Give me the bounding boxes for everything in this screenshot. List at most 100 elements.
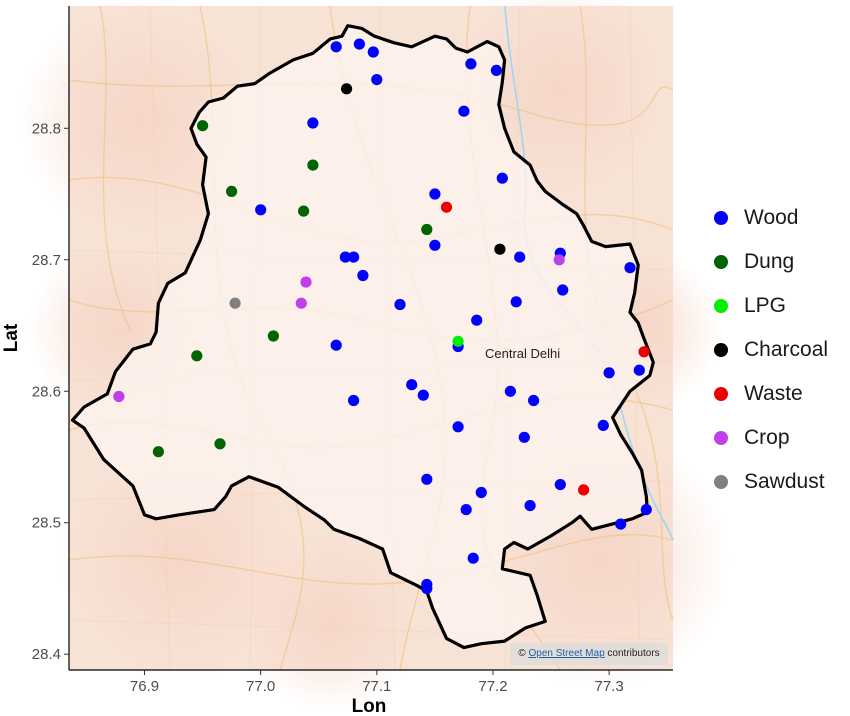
point-wood-15	[514, 251, 526, 263]
basemap-road-8	[99, 5, 131, 331]
point-wood-33	[518, 431, 530, 443]
point-wood-29	[504, 385, 516, 397]
point-wood-25	[603, 367, 615, 379]
point-wood-32	[452, 421, 464, 433]
legend-item-waste: Waste	[706, 372, 846, 416]
point-crop-0	[113, 390, 125, 403]
legend-swatch-sawdust	[714, 475, 728, 489]
legend-item-lpg: LPG	[706, 284, 846, 328]
basemap-label-central-delhi: Central Delhi	[485, 346, 560, 361]
point-wood-26	[406, 379, 418, 391]
point-dung-1	[307, 159, 319, 171]
openstreetmap-link[interactable]: Open Street Map	[528, 648, 605, 659]
delhi-boundary-layer	[70, 24, 655, 650]
point-wood-37	[524, 500, 536, 512]
delhi-boundary	[70, 24, 655, 650]
y-tick-label-2: 28.6	[32, 383, 61, 400]
x-tick-label-0: 76.9	[130, 678, 159, 695]
point-dung-7	[214, 438, 226, 450]
x-tick-label-4: 77.3	[595, 678, 624, 695]
y-tick-label-3: 28.7	[32, 252, 61, 269]
copyright-symbol: ©	[518, 648, 526, 659]
point-wood-21	[471, 314, 483, 326]
y-axis-title: Lat	[1, 323, 22, 352]
point-wood-27	[417, 389, 429, 401]
basemap-tint-4	[240, 530, 420, 710]
map-attribution: © Open Street Map contributors	[510, 643, 668, 665]
legend-swatch-dung	[714, 255, 728, 269]
point-dung-5	[267, 330, 279, 342]
legend-label-dung: Dung	[744, 250, 795, 273]
point-wood-12	[339, 251, 351, 263]
point-wood-20	[394, 298, 406, 311]
point-dung-6	[191, 350, 203, 362]
y-tick-label-0: 28.4	[32, 646, 61, 663]
x-axis-title: Lon	[352, 696, 387, 716]
y-tick-label-1: 28.5	[32, 515, 61, 532]
point-wood-2	[367, 46, 379, 58]
point-wood-3	[371, 74, 383, 86]
legend-swatch-wood	[714, 211, 728, 225]
point-wood-43	[421, 582, 433, 595]
point-wood-24	[633, 364, 645, 376]
axes-layer: 76.9 77.0 77.1 77.2 77.3 28.4 28.5 28.6 28.7 28.8	[32, 6, 673, 695]
basemap-tint-0	[20, 0, 260, 240]
attribution-suffix: contributors	[607, 648, 660, 659]
legend-swatch-waste	[714, 387, 728, 401]
x-tick-label-3: 77.2	[478, 678, 507, 695]
basemap-minor-road-3	[68, 619, 674, 641]
point-wood-8	[496, 172, 508, 184]
legend-label-wood: Wood	[744, 206, 799, 229]
legend-swatch-lpg	[714, 299, 728, 313]
point-waste-1	[638, 346, 650, 358]
point-wood-38	[460, 504, 472, 516]
point-wood-40	[615, 518, 627, 530]
point-wood-22	[330, 339, 342, 351]
legend-item-crop: Crop	[706, 416, 846, 460]
point-waste-2	[578, 484, 590, 496]
point-lpg-0	[452, 335, 464, 347]
point-wood-1	[353, 38, 365, 50]
point-dung-8	[152, 446, 164, 458]
point-crop-1	[295, 297, 307, 309]
point-wood-19	[510, 296, 522, 308]
point-wood-18	[557, 284, 569, 296]
point-wood-36	[475, 486, 487, 499]
legend-item-charcoal: Charcoal	[706, 328, 846, 372]
point-dung-4	[421, 223, 433, 236]
legend-item-wood: Wood	[706, 196, 846, 240]
point-wood-0	[330, 41, 342, 53]
point-dung-3	[298, 205, 310, 217]
point-wood-30	[528, 394, 540, 407]
point-wood-7	[307, 117, 319, 129]
point-wood-9	[429, 188, 441, 200]
x-tick-label-2: 77.1	[362, 678, 391, 695]
point-wood-11	[429, 239, 441, 251]
points-layer	[113, 38, 652, 595]
point-wood-35	[554, 479, 566, 491]
legend-swatch-charcoal	[714, 343, 728, 357]
x-tick-label-1: 77.0	[246, 678, 275, 695]
point-wood-6	[458, 105, 470, 117]
legend-label-lpg: LPG	[744, 294, 787, 317]
point-wood-5	[490, 64, 502, 76]
legend-swatch-crop	[714, 431, 728, 445]
point-dung-2	[226, 185, 238, 197]
point-charcoal-1	[494, 243, 506, 255]
legend-label-waste: Waste	[744, 382, 803, 405]
point-wood-13	[348, 251, 360, 263]
point-wood-28	[348, 394, 360, 407]
point-wood-14	[357, 269, 369, 282]
point-wood-41	[467, 552, 479, 564]
point-wood-39	[640, 504, 652, 516]
legend-label-charcoal: Charcoal	[744, 338, 829, 361]
point-dung-0	[197, 120, 209, 132]
point-sawdust-0	[229, 297, 241, 309]
legend-item-sawdust: Sawdust	[706, 460, 846, 504]
legend-label-sawdust: Sawdust	[744, 470, 825, 493]
y-tick-label-4: 28.8	[32, 120, 61, 137]
point-crop-3	[553, 254, 565, 266]
legend: Wood Dung LPG Charcoal Waste Crop Sawdust	[706, 196, 846, 504]
point-wood-34	[421, 473, 433, 485]
